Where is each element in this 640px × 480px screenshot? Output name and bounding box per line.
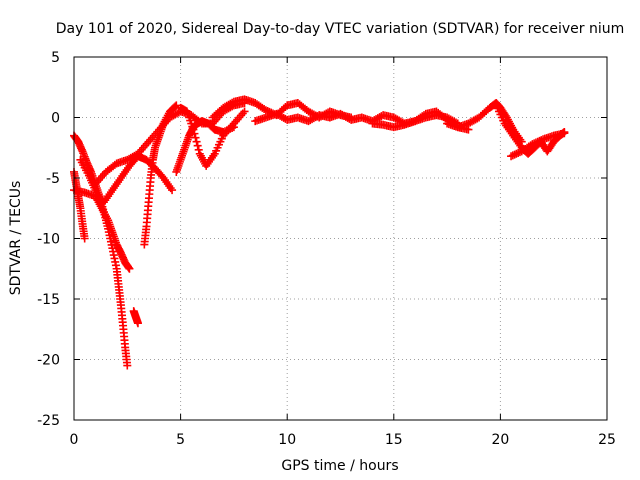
x-axis-label: GPS time / hours — [281, 458, 398, 474]
series-satellite-track-16 — [507, 129, 569, 161]
data-point — [191, 133, 200, 142]
series-satellite-track-2 — [70, 167, 89, 243]
y-tick-label: 5 — [51, 50, 60, 66]
series-satellite-track-11 — [251, 109, 334, 126]
y-tick-label: -15 — [37, 292, 60, 308]
x-tick-label: 15 — [385, 432, 403, 448]
y-axis-label: SDTVAR / TECUs — [8, 181, 24, 296]
x-tick-label: 5 — [176, 432, 185, 448]
x-tick-labels: 0 5 10 15 20 25 — [70, 432, 616, 448]
series-satellite-track-7 — [140, 101, 181, 249]
data-point — [168, 186, 177, 195]
series-satellite-track-9 — [176, 103, 249, 170]
x-tick-label: 10 — [278, 432, 296, 448]
data-point — [185, 113, 194, 122]
data-point — [193, 141, 202, 150]
data-point — [172, 101, 181, 110]
data-marks — [70, 95, 569, 370]
data-point — [184, 110, 193, 119]
data-point — [133, 319, 142, 328]
series-satellite-track-6 — [129, 307, 142, 328]
data-point — [171, 102, 180, 111]
data-point — [123, 361, 132, 370]
y-tick-label: -20 — [37, 353, 60, 369]
y-tick-label: 0 — [51, 111, 60, 127]
data-point — [186, 116, 195, 125]
x-tick-label: 20 — [491, 432, 509, 448]
data-point — [80, 234, 89, 243]
axis-ticks — [73, 56, 608, 421]
data-point — [188, 122, 197, 131]
data-point — [125, 264, 134, 273]
x-tick-label: 25 — [598, 432, 616, 448]
y-tick-label: -25 — [37, 413, 60, 429]
y-tick-label: -10 — [37, 232, 60, 248]
y-tick-labels: -25 -20 -15 -10 -5 0 5 — [37, 50, 60, 429]
data-point — [190, 129, 199, 138]
x-tick-label: 0 — [70, 432, 79, 448]
chart-title: Day 101 of 2020, Sidereal Day-to-day VTE… — [56, 21, 625, 37]
data-point — [194, 145, 203, 154]
y-tick-label: -5 — [46, 171, 60, 187]
data-point — [189, 125, 198, 134]
data-point — [182, 107, 191, 116]
data-point — [187, 119, 196, 128]
data-point — [192, 137, 201, 146]
data-point — [240, 107, 249, 116]
data-point — [560, 129, 569, 138]
